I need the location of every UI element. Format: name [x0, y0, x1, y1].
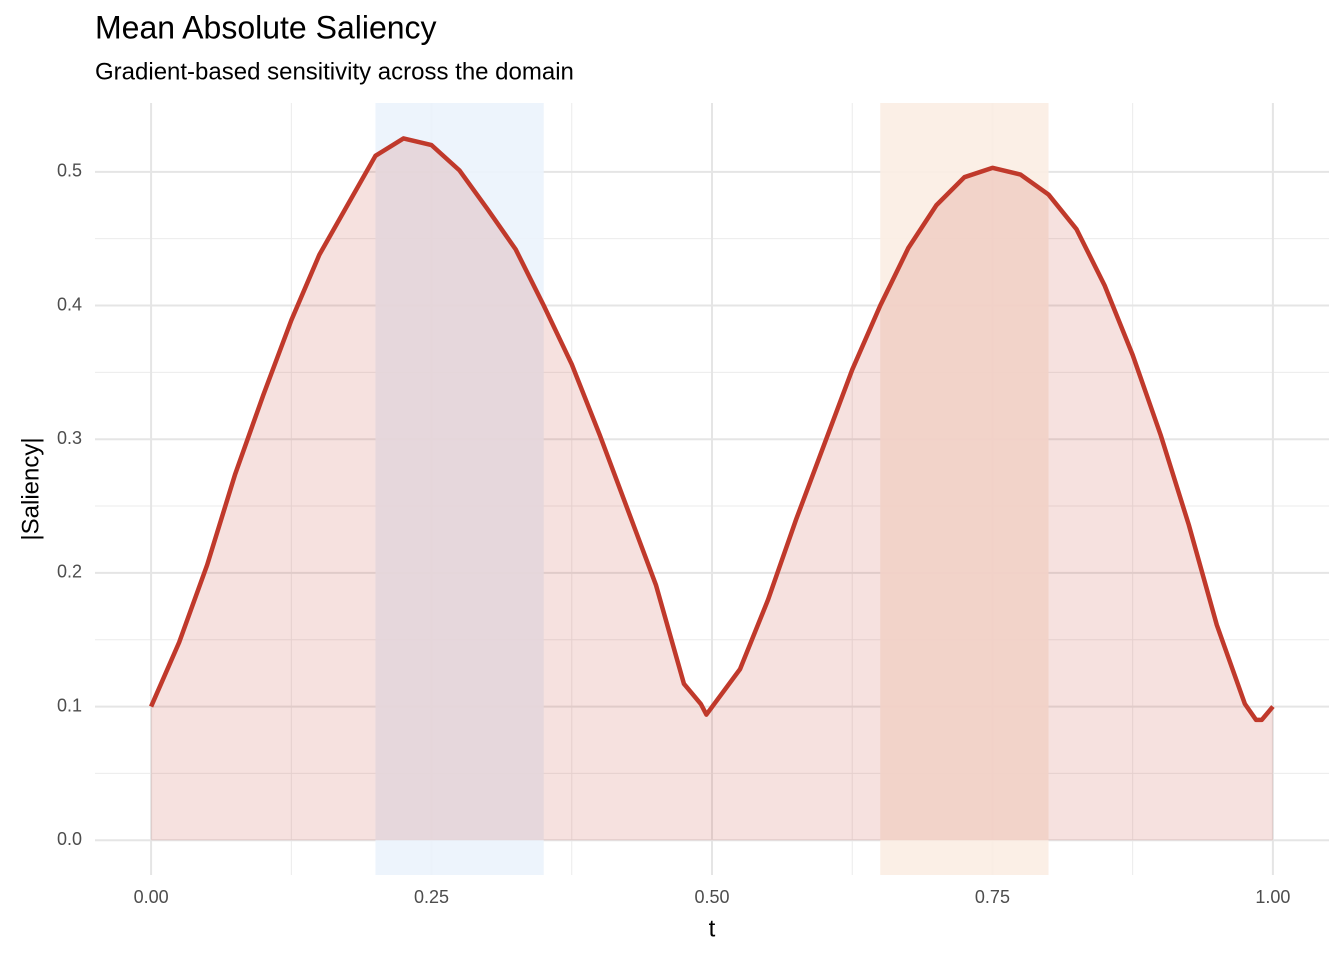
y-axis-title: |Saliency| — [17, 437, 44, 540]
shaded-region — [375, 103, 544, 875]
y-tick-label: 0.1 — [57, 695, 82, 715]
x-tick-label: 0.00 — [134, 887, 169, 907]
x-tick-label: 0.75 — [975, 887, 1010, 907]
y-tick-label: 0.4 — [57, 294, 82, 314]
y-tick-label: 0.0 — [57, 829, 82, 849]
x-tick-label: 0.50 — [694, 887, 729, 907]
y-tick-label: 0.2 — [57, 562, 82, 582]
line — [149, 136, 1275, 723]
y-tick-label: 0.5 — [57, 161, 82, 181]
shaded-region — [880, 103, 1049, 875]
x-tick-label: 1.00 — [1255, 887, 1290, 907]
area — [151, 138, 1273, 841]
chart-subtitle: Gradient-based sensitivity across the do… — [95, 58, 574, 85]
chart-title: Mean Absolute Saliency — [95, 9, 437, 45]
x-tick-label: 0.25 — [414, 887, 449, 907]
x-axis-title: t — [709, 915, 716, 942]
y-tick-label: 0.3 — [57, 428, 82, 448]
